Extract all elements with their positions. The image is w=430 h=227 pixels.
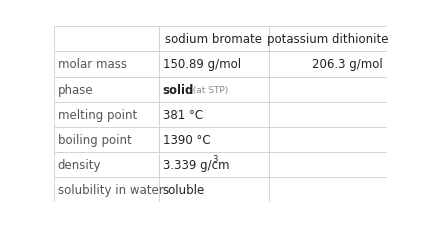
Bar xyxy=(159,177,269,202)
Bar xyxy=(54,27,159,52)
Bar xyxy=(269,127,387,152)
Text: soluble: soluble xyxy=(163,183,205,196)
Bar xyxy=(54,77,159,102)
Text: 206.3 g/mol: 206.3 g/mol xyxy=(312,58,383,71)
Text: boiling point: boiling point xyxy=(58,133,132,146)
Bar xyxy=(159,77,269,102)
Text: potassium dithionite: potassium dithionite xyxy=(267,33,389,46)
Bar xyxy=(159,127,269,152)
Bar xyxy=(159,102,269,127)
Text: 381 °C: 381 °C xyxy=(163,108,203,121)
Bar xyxy=(159,52,269,77)
Bar xyxy=(269,177,387,202)
Bar xyxy=(269,52,387,77)
Text: (at STP): (at STP) xyxy=(187,85,228,94)
Bar xyxy=(54,127,159,152)
Bar xyxy=(159,27,269,52)
Text: 1390 °C: 1390 °C xyxy=(163,133,210,146)
Bar xyxy=(54,152,159,177)
Bar xyxy=(269,152,387,177)
Text: density: density xyxy=(58,158,101,171)
Text: solubility in water: solubility in water xyxy=(58,183,163,196)
Text: phase: phase xyxy=(58,83,93,96)
Text: melting point: melting point xyxy=(58,108,137,121)
Text: molar mass: molar mass xyxy=(58,58,127,71)
Text: 3.339 g/cm: 3.339 g/cm xyxy=(163,158,229,171)
Bar xyxy=(159,152,269,177)
Text: sodium bromate: sodium bromate xyxy=(165,33,262,46)
Bar xyxy=(54,52,159,77)
Bar xyxy=(269,27,387,52)
Bar xyxy=(54,102,159,127)
Text: 3: 3 xyxy=(212,155,218,164)
Bar xyxy=(269,77,387,102)
Bar xyxy=(54,177,159,202)
Text: solid: solid xyxy=(163,83,194,96)
Text: 150.89 g/mol: 150.89 g/mol xyxy=(163,58,241,71)
Bar xyxy=(269,102,387,127)
